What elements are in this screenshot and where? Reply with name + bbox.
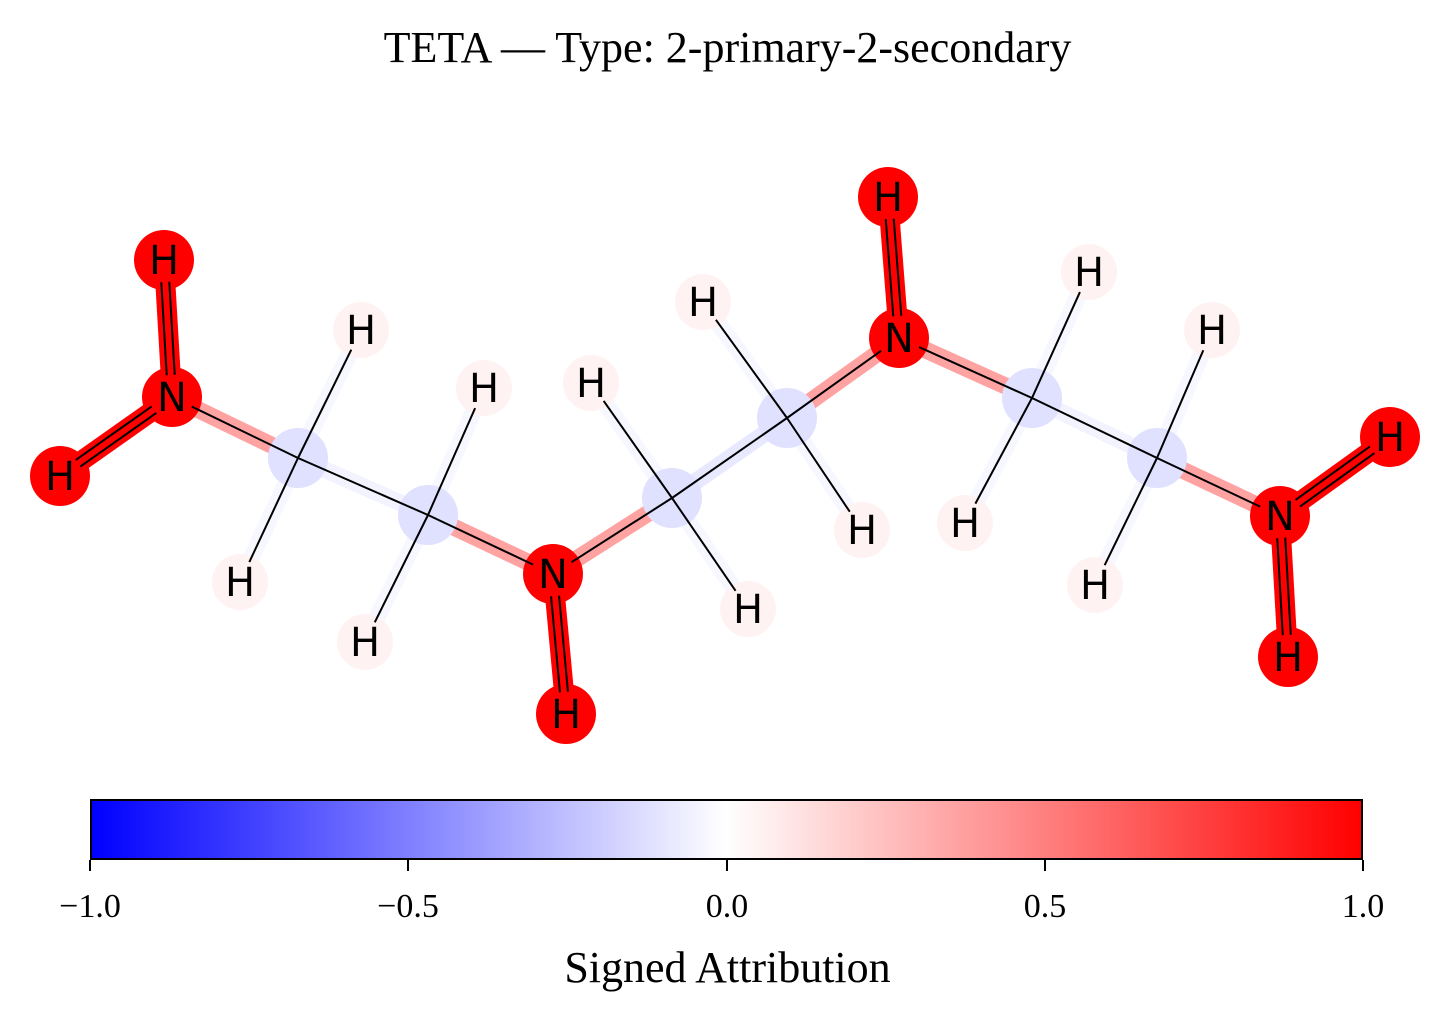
atom-label: N xyxy=(1265,494,1295,540)
atom-highlight xyxy=(523,544,583,604)
figure-title: TETA — Type: 2-primary-2-secondary xyxy=(383,23,1072,72)
bond-line-layer xyxy=(75,218,1376,693)
bond-line xyxy=(168,281,176,375)
atom-highlight xyxy=(1250,486,1310,546)
atom-highlight xyxy=(456,360,512,416)
atom-label: H xyxy=(950,501,980,547)
bond-line xyxy=(427,407,477,516)
atom-highlight xyxy=(212,554,268,610)
bond-line xyxy=(160,282,168,376)
colorbar-label: Signed Attribution xyxy=(564,943,891,992)
atom-label: H xyxy=(576,361,606,407)
atom-label: H xyxy=(733,587,763,633)
atom-label: H xyxy=(1197,308,1227,354)
bond-line xyxy=(671,417,788,499)
atom-label: H xyxy=(551,692,581,738)
colorbar-tick-label: −0.5 xyxy=(377,888,439,925)
bond-line xyxy=(786,349,882,419)
atom-label: H xyxy=(847,508,877,554)
bond-line xyxy=(248,457,299,563)
atom-highlight xyxy=(834,502,890,558)
bond-line xyxy=(1103,457,1158,566)
colorbar-tick-label: 0.5 xyxy=(1023,888,1067,925)
bond-line xyxy=(571,497,673,564)
bond-line xyxy=(974,397,1033,505)
bond-line xyxy=(373,514,429,623)
bond-line xyxy=(884,219,895,317)
bond-line xyxy=(1156,457,1261,508)
bond-line xyxy=(427,514,534,566)
atom-highlight xyxy=(134,230,194,290)
atom-highlight xyxy=(337,614,393,670)
bond-line xyxy=(75,405,153,461)
atom-highlight xyxy=(1360,407,1420,467)
atom-highlight xyxy=(1184,302,1240,358)
atom-highlight xyxy=(142,367,202,427)
atom-label: H xyxy=(225,560,255,606)
colorbar-tick-label: 1.0 xyxy=(1341,888,1385,925)
bond-line xyxy=(892,218,903,316)
bond-line xyxy=(1031,397,1158,459)
colorbar-tick-label: −1.0 xyxy=(59,888,121,925)
bond-line xyxy=(550,596,561,693)
atom-label: H xyxy=(1375,415,1405,461)
atom-highlight xyxy=(858,167,918,227)
bond-line xyxy=(1284,537,1292,635)
colorbar-tick-label: 0.0 xyxy=(705,888,749,925)
bond-line xyxy=(297,349,353,459)
atom-label: H xyxy=(350,620,380,666)
bond-line xyxy=(1156,349,1205,459)
atom-label: N xyxy=(884,316,914,362)
bond-line xyxy=(1276,538,1284,636)
atom-label: H xyxy=(45,454,75,500)
atom-highlight xyxy=(675,274,731,330)
atom-label: H xyxy=(1074,250,1104,296)
bond-line xyxy=(1031,291,1081,399)
colorbar-tick-mark xyxy=(1362,860,1364,871)
atom-highlight xyxy=(1061,244,1117,300)
bond-line xyxy=(191,405,299,459)
bond-line xyxy=(602,400,673,499)
bond-line xyxy=(1299,452,1376,508)
colorbar-tick-mark xyxy=(726,860,728,871)
atom-highlight xyxy=(1067,557,1123,613)
atom-label: H xyxy=(1080,563,1110,609)
atom-label: N xyxy=(157,375,187,421)
atom-highlight-layer xyxy=(30,167,1420,744)
atom-label: N xyxy=(538,552,568,598)
colorbar-tick-mark xyxy=(1044,860,1046,871)
bond-line xyxy=(918,346,1033,399)
colorbar-tick-mark xyxy=(407,860,409,871)
bond-line xyxy=(786,417,851,513)
atom-highlight xyxy=(563,355,619,411)
molecule-graph: N N N N H H H H H H H H H H H H H H H H H H xyxy=(30,167,1420,744)
atom-label: H xyxy=(873,175,903,221)
atom-label: H xyxy=(469,366,499,412)
atom-label: H xyxy=(346,308,376,354)
colorbar-tick-mark xyxy=(89,860,91,871)
bond-line xyxy=(1294,445,1371,501)
atom-highlight xyxy=(869,308,929,368)
atom-label: H xyxy=(1273,635,1303,681)
atom-highlight xyxy=(30,446,90,506)
bond-line xyxy=(297,457,429,516)
colorbar xyxy=(90,799,1363,860)
bond-line xyxy=(558,595,569,692)
atom-highlight xyxy=(1258,627,1318,687)
atom-highlight xyxy=(333,302,389,358)
atom-label: H xyxy=(149,238,179,284)
atom-highlight xyxy=(937,495,993,551)
bond-highlight-layer xyxy=(50,187,1400,724)
atom-label: H xyxy=(688,280,718,326)
atom-highlight xyxy=(720,581,776,637)
atom-label-layer: N N N N H H H H H H H H H H H H H H H H H H xyxy=(45,175,1405,738)
bond-line xyxy=(715,319,788,419)
bond-line xyxy=(671,497,737,592)
bond-line xyxy=(79,412,157,468)
atom-highlight xyxy=(536,684,596,744)
